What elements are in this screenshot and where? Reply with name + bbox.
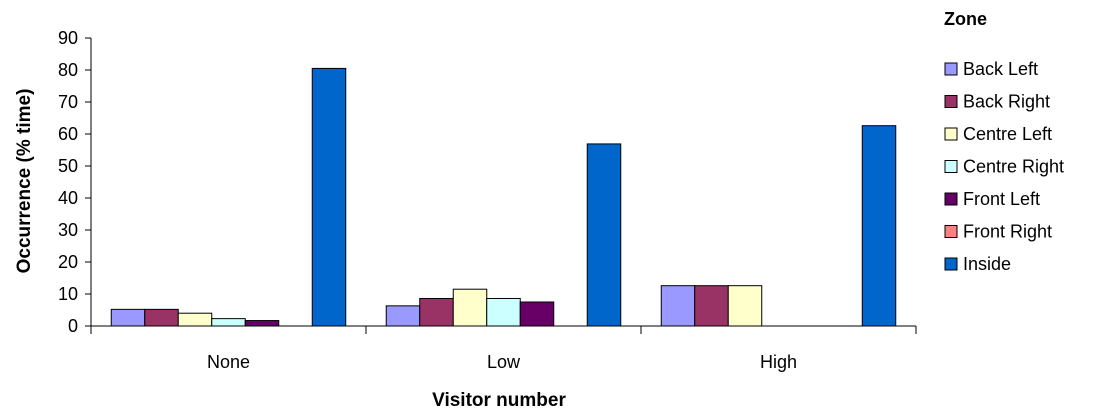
y-tick-label: 80	[58, 60, 78, 80]
legend-swatch	[944, 95, 958, 108]
legend-label: Centre Left	[963, 124, 1052, 144]
legend-label: Front Right	[963, 222, 1052, 242]
bar	[660, 285, 696, 327]
x-tick-label: None	[207, 352, 250, 372]
bar	[519, 301, 555, 327]
bar	[419, 297, 454, 327]
y-tick-label: 90	[58, 28, 78, 48]
y-tick-label: 60	[58, 124, 78, 144]
x-axis: None Low High	[90, 325, 917, 372]
y-tick-label: 20	[58, 252, 78, 272]
bar	[727, 285, 763, 327]
x-tick-label: Low	[487, 352, 521, 372]
bar	[311, 67, 347, 327]
y-tick-label: 40	[58, 188, 78, 208]
bar	[211, 318, 246, 327]
bar	[586, 143, 622, 327]
bars	[110, 67, 897, 327]
bar	[177, 312, 213, 327]
x-axis-title: Visitor number	[432, 390, 566, 411]
y-tick-label: 10	[58, 284, 78, 304]
bar	[110, 308, 146, 327]
legend-swatch	[944, 127, 958, 141]
legend-swatch	[944, 192, 958, 206]
legend: Zone Back Left Back Right Centre Left Centr…	[944, 9, 1064, 274]
legend-swatch	[944, 160, 958, 173]
bar	[486, 297, 521, 327]
legend-swatch	[944, 225, 958, 238]
legend-label: Back Right	[963, 92, 1050, 112]
bar	[385, 305, 421, 327]
y-axis: 0 10 20 30 40 50 60 70 80 90	[58, 28, 92, 336]
legend-swatch	[944, 257, 958, 271]
legend-title: Zone	[944, 9, 987, 29]
legend-label: Back Left	[963, 59, 1038, 79]
x-tick-label: High	[760, 352, 797, 372]
y-tick-label: 70	[58, 92, 78, 112]
bar	[244, 320, 280, 327]
bar	[452, 288, 488, 327]
bar	[144, 308, 179, 327]
legend-label: Front Left	[963, 189, 1040, 209]
bar	[694, 285, 729, 327]
legend-label: Centre Right	[963, 157, 1064, 177]
bar	[861, 125, 897, 327]
y-tick-label: 30	[58, 220, 78, 240]
y-axis-title: Occurrence (% time)	[14, 89, 35, 274]
legend-label: Inside	[963, 254, 1011, 274]
y-tick-label: 0	[68, 316, 78, 336]
y-tick-label: 50	[58, 156, 78, 176]
legend-swatch	[944, 62, 958, 76]
